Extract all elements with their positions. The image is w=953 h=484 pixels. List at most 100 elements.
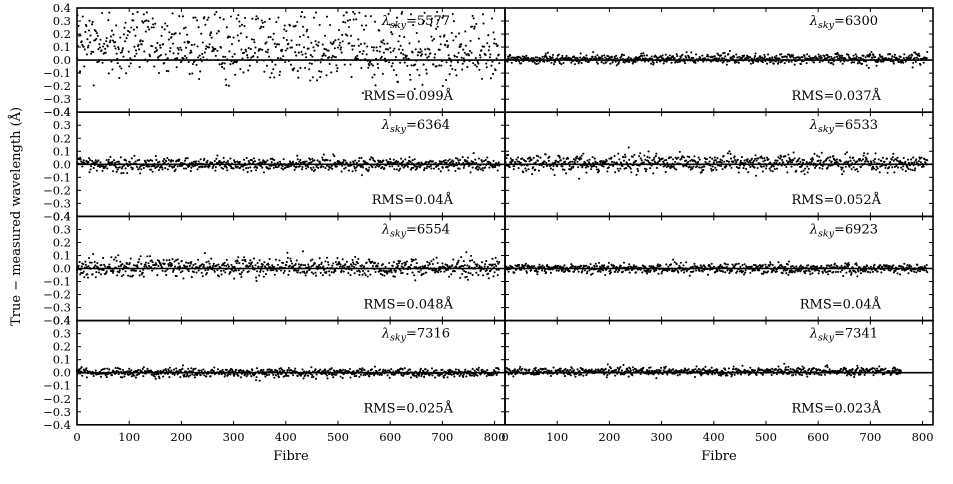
data-point (110, 60, 113, 63)
data-point (261, 161, 264, 164)
data-point (478, 166, 481, 169)
data-point (780, 155, 783, 158)
data-point (724, 271, 727, 274)
data-point (157, 71, 160, 75)
data-point (588, 269, 591, 272)
data-point (774, 159, 777, 162)
data-point (900, 265, 903, 268)
data-point (134, 376, 138, 379)
data-point (121, 368, 124, 371)
data-point (344, 33, 347, 36)
data-point (263, 20, 266, 23)
data-point (451, 12, 454, 16)
data-point (416, 165, 419, 168)
data-point (399, 167, 402, 170)
data-point (644, 158, 647, 161)
data-point (95, 32, 98, 35)
data-point (460, 264, 463, 268)
data-point (360, 174, 364, 177)
data-point (585, 264, 588, 267)
data-point (657, 265, 661, 268)
data-point (437, 19, 440, 22)
data-point (86, 273, 89, 276)
data-point (282, 36, 285, 39)
data-point (489, 270, 492, 273)
data-point (622, 159, 626, 162)
data-point (648, 265, 651, 268)
data-point (577, 62, 580, 65)
data-point (85, 367, 88, 370)
data-point (692, 270, 695, 273)
data-point (847, 53, 850, 57)
data-point (79, 273, 82, 276)
data-point (126, 172, 129, 175)
data-point (144, 261, 147, 264)
data-point (289, 46, 292, 49)
data-point (684, 62, 687, 65)
data-point (762, 165, 765, 168)
data-point (82, 159, 85, 162)
data-point (722, 60, 725, 63)
data-point (432, 63, 435, 66)
data-point (255, 279, 258, 283)
data-point (892, 60, 895, 63)
data-point (883, 160, 886, 163)
data-point (220, 273, 223, 276)
data-point (494, 263, 497, 266)
data-point (80, 265, 83, 268)
data-point (485, 66, 488, 69)
data-point (881, 55, 884, 58)
data-point (688, 165, 691, 168)
data-point (323, 34, 326, 37)
data-point (85, 24, 88, 28)
data-point (349, 274, 352, 277)
data-point (183, 55, 187, 58)
data-point (514, 268, 518, 271)
data-point (273, 273, 276, 276)
data-point (809, 56, 812, 59)
data-point (390, 65, 393, 68)
data-point (419, 268, 423, 271)
data-point (368, 258, 371, 261)
data-point (94, 369, 97, 372)
data-point (96, 34, 99, 37)
data-point (896, 166, 900, 169)
data-point (790, 165, 793, 168)
data-point (259, 27, 262, 30)
data-point (87, 256, 91, 260)
data-point (242, 269, 245, 272)
data-point (910, 56, 913, 59)
data-point (295, 165, 298, 168)
data-point (144, 263, 147, 266)
data-point (541, 269, 544, 272)
data-point (98, 165, 102, 169)
data-point (312, 272, 315, 275)
data-point (164, 167, 167, 170)
data-point (686, 155, 689, 158)
data-point (425, 160, 428, 164)
data-point (757, 60, 760, 63)
data-point (321, 43, 324, 46)
data-point (150, 266, 153, 269)
data-point (774, 57, 777, 60)
data-point (360, 264, 364, 267)
data-point (611, 61, 614, 64)
data-point (333, 47, 336, 50)
data-point (119, 156, 122, 159)
data-point (432, 37, 436, 41)
data-point (596, 62, 599, 65)
data-point (816, 154, 819, 157)
data-point (321, 156, 324, 159)
data-point (155, 49, 158, 52)
data-point (531, 60, 534, 63)
data-point (128, 160, 131, 163)
data-point (663, 159, 666, 162)
data-point (154, 166, 157, 170)
data-point (294, 263, 297, 266)
data-point (697, 160, 700, 164)
data-point (276, 43, 279, 46)
data-point (267, 36, 270, 39)
data-point (163, 262, 166, 265)
data-point (819, 159, 822, 162)
data-point (92, 84, 95, 87)
